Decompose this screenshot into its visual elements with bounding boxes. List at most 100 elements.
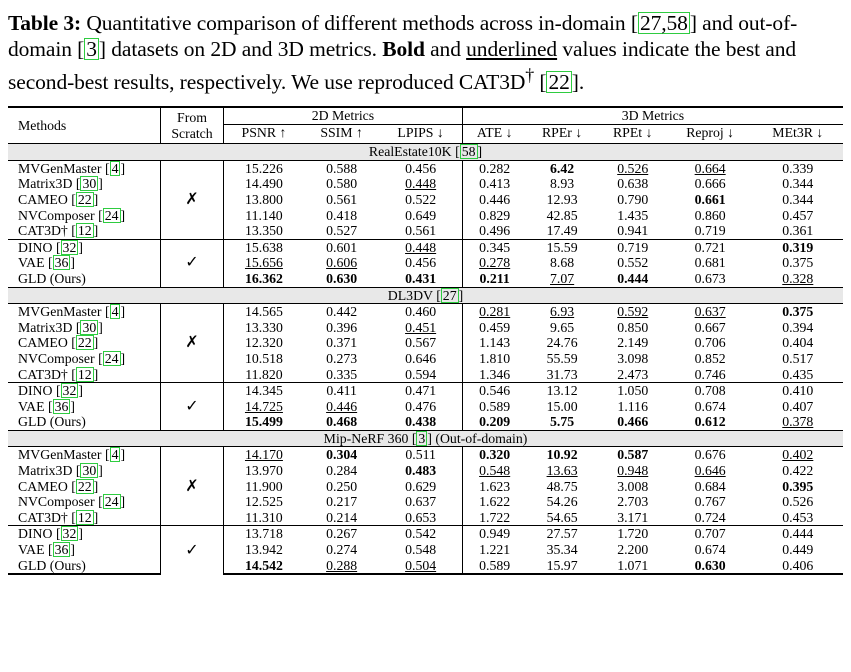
- citation-link[interactable]: 3: [416, 430, 428, 446]
- citation-link[interactable]: 36: [52, 398, 71, 414]
- metric-value: 2.703: [598, 494, 668, 510]
- column-header: Reproj ↓: [686, 124, 735, 140]
- metric-text: 0.453: [782, 509, 814, 525]
- metric-text: 0.375: [782, 255, 814, 271]
- metric-text: 0.214: [326, 509, 358, 525]
- citation-link[interactable]: 27: [440, 287, 459, 303]
- citation-link[interactable]: 32: [60, 526, 79, 542]
- metric-value: 2.473: [598, 367, 668, 383]
- metric-value: 15.226: [224, 160, 304, 176]
- column-header: ATE ↓: [461, 124, 527, 144]
- metric-value: 13.718: [223, 525, 304, 543]
- caption-label: Table 3:: [8, 11, 82, 35]
- metric-value: 0.410: [752, 382, 843, 399]
- metric-value: 14.490: [224, 176, 304, 192]
- citation-link[interactable]: 36: [52, 542, 71, 558]
- metric-text: 0.278: [479, 255, 511, 271]
- metric-value: 0.719: [597, 238, 668, 256]
- method-label: MVGenMaster: [18, 447, 102, 463]
- metric-text: 0.548: [405, 542, 437, 558]
- citation-link[interactable]: 22: [75, 335, 94, 351]
- metric-value: 15.656: [224, 255, 304, 271]
- metric-text: 0.375: [782, 304, 814, 320]
- metric-text: 0.284: [326, 463, 358, 479]
- caption-bold-word: Bold: [382, 37, 425, 61]
- citation-link[interactable]: 12: [75, 223, 94, 239]
- metric-value: 0.522: [379, 192, 462, 208]
- method-name: CAT3D† [12]: [18, 366, 99, 382]
- metric-value: 8.93: [526, 176, 597, 192]
- metric-text: 0.630: [326, 270, 358, 286]
- metric-text: 0.630: [694, 557, 726, 573]
- metric-value: 0.448: [379, 176, 462, 192]
- metric-text: 0.483: [405, 463, 437, 479]
- citation-link[interactable]: 12: [75, 366, 94, 382]
- metric-text: 0.217: [326, 494, 358, 510]
- citation-link[interactable]: 36: [52, 255, 71, 271]
- metric-value: 1.050: [597, 382, 668, 399]
- metric-value: 35.34: [526, 542, 597, 558]
- citation-link[interactable]: 32: [60, 383, 79, 399]
- metric-text: 0.320: [479, 447, 511, 463]
- metric-text: 14.725: [244, 398, 283, 414]
- metric-value: 0.442: [304, 304, 379, 320]
- metric-text: 0.250: [326, 478, 358, 494]
- header-methods: Methods: [8, 106, 161, 144]
- metric-value: 0.829: [461, 207, 527, 224]
- method-name: Matrix3D [30]: [18, 176, 103, 192]
- metric-value: 0.552: [598, 255, 668, 271]
- metric-text: 0.721: [694, 239, 726, 255]
- metric-text: 0.496: [479, 223, 511, 239]
- metric-value: 13.330: [224, 320, 304, 336]
- metric-value: 0.444: [752, 525, 843, 543]
- citation-link[interactable]: 12: [75, 509, 94, 525]
- citation-link[interactable]: 24: [102, 207, 121, 223]
- citation-link[interactable]: 30: [80, 176, 99, 192]
- citation-link[interactable]: 22: [75, 478, 94, 494]
- citation-link[interactable]: 22: [75, 191, 94, 207]
- method-name: DINO [32]: [8, 238, 161, 256]
- metric-text: 11.820: [245, 366, 283, 382]
- citation-link[interactable]: 24: [102, 350, 121, 366]
- column-header: LPIPS ↓: [397, 124, 444, 140]
- method-label: CAT3D†: [18, 223, 68, 239]
- metric-text: 0.444: [782, 526, 814, 542]
- citation-link[interactable]: 30: [80, 463, 99, 479]
- citation-link[interactable]: 27,58: [637, 11, 690, 35]
- method-label: CAMEO: [18, 478, 68, 494]
- citation-link[interactable]: 22: [546, 70, 572, 95]
- section-header-row: DL3DV [27]: [8, 286, 843, 305]
- metric-value: 0.592: [598, 304, 668, 320]
- metric-text: 24.76: [546, 335, 578, 351]
- metric-value: 2.200: [598, 542, 668, 558]
- citation-link[interactable]: 4: [109, 160, 121, 176]
- metric-value: 0.496: [461, 223, 527, 240]
- citation-link[interactable]: 24: [102, 494, 121, 510]
- column-header: SSIM ↑: [320, 124, 363, 140]
- metric-text: 35.34: [546, 542, 578, 558]
- citation-link[interactable]: 30: [80, 319, 99, 335]
- metric-text: 0.471: [405, 383, 437, 399]
- metric-text: 0.552: [617, 255, 649, 271]
- metric-text: 0.449: [782, 542, 814, 558]
- metric-value: 0.278: [461, 255, 527, 271]
- metric-text: 0.281: [479, 304, 511, 320]
- citation-link[interactable]: 58: [459, 144, 478, 160]
- metric-value: 0.361: [753, 223, 843, 239]
- method-name: NVComposer [24]: [18, 494, 126, 510]
- table-body: RealEstate10K [58] MVGenMaster [4] ✗ 15.22…: [8, 143, 843, 576]
- metric-value: 24.76: [526, 335, 597, 351]
- method-name: VAE [36]: [18, 255, 76, 271]
- citation-link[interactable]: 4: [109, 304, 121, 320]
- citation-link[interactable]: 4: [109, 447, 121, 463]
- metric-text: 0.681: [694, 255, 726, 271]
- citation-link[interactable]: 3: [84, 37, 99, 61]
- column-header: RPEr ↓: [541, 124, 583, 140]
- method-label: MVGenMaster: [18, 304, 102, 320]
- metric-value: 0.214: [304, 510, 379, 526]
- metric-text: 2.473: [617, 366, 649, 382]
- metric-value: 0.790: [598, 192, 668, 208]
- metric-text: 0.724: [694, 509, 726, 525]
- citation-link[interactable]: 32: [60, 239, 79, 255]
- metric-value: 15.638: [223, 238, 304, 256]
